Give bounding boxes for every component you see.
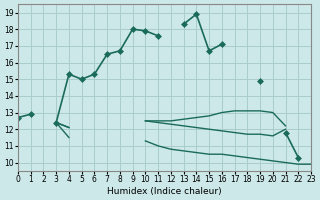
X-axis label: Humidex (Indice chaleur): Humidex (Indice chaleur) [107, 187, 222, 196]
